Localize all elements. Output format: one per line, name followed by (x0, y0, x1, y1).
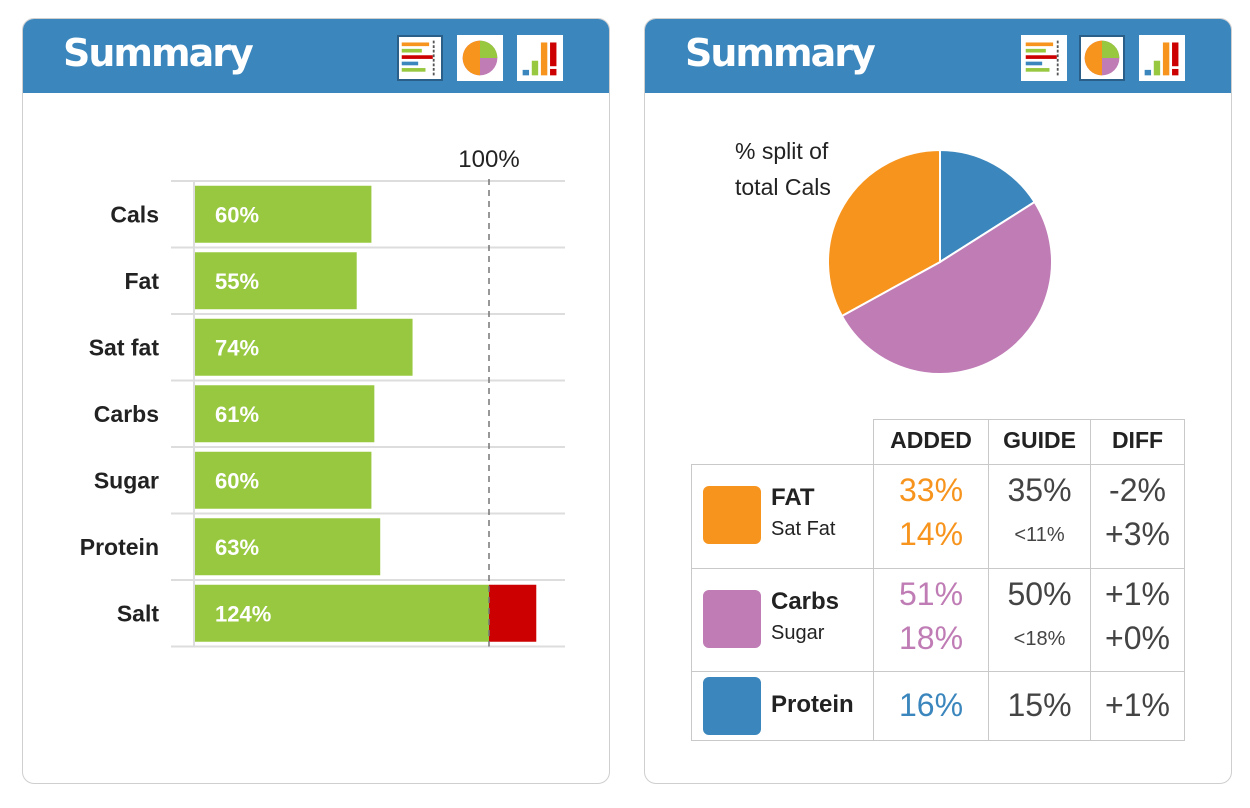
row-sub-label: Sugar (771, 622, 825, 644)
bar-chart-view-icon (401, 40, 435, 76)
column-header-guide: GUIDE (1003, 427, 1076, 453)
added-value: 51% (898, 576, 964, 612)
traffic-light-view-icon (1144, 42, 1179, 76)
bar-sugar (195, 451, 372, 509)
bar-salt (195, 584, 489, 642)
category-label: Sat fat (89, 334, 160, 360)
nutrient-summary-table: ADDED GUIDE DIFF FAT Sat Fat 33% 14% 35%… (691, 419, 1185, 741)
bar-carbs (195, 385, 375, 443)
pie-chart-view-icon (462, 40, 498, 76)
table-row-fat: FAT Sat Fat 33% 14% 35% <11% -2% +3% (691, 464, 1185, 569)
pie-caption: % split of total Cals (735, 138, 831, 200)
header-cell (1090, 419, 1185, 465)
reference-line-label: 100% (458, 146, 519, 173)
pie-chart-view-button[interactable] (457, 35, 503, 81)
guide-sub-value: <18% (1013, 628, 1066, 650)
header-cell (988, 419, 1091, 465)
value-label: 74% (215, 335, 259, 360)
category-label: Protein (80, 534, 159, 560)
category-label: Cals (110, 201, 159, 227)
table-cell (1090, 464, 1185, 569)
bar-chart-view-button[interactable] (397, 35, 443, 81)
bar-chart-view-icon (1025, 40, 1059, 76)
bar-cals (195, 185, 372, 243)
summary-bar-panel: Summary (22, 18, 610, 784)
diff-value: +1% (1105, 687, 1170, 723)
pie-slice-protein (939, 148, 1036, 264)
pie-slice-carbs (840, 200, 1053, 375)
category-label: Sugar (94, 467, 159, 493)
guide-sub-value: <11% (1014, 524, 1065, 546)
nutrient-bar-chart: Cals 60% Fat 55% Sat fat 74% Carbs 61% Sugar 60% P… (80, 146, 565, 648)
bar-chart-view-button[interactable] (1021, 35, 1067, 81)
calorie-split-pie-chart (827, 148, 1053, 375)
category-label: Salt (117, 600, 160, 626)
diff-sub-value: +0% (1105, 620, 1170, 656)
protein-color-swatch (703, 677, 761, 735)
diff-sub-value: +3% (1105, 516, 1170, 552)
value-label: 55% (215, 269, 259, 294)
bar-sat-fat (195, 318, 413, 376)
traffic-light-view-icon (522, 42, 557, 76)
table-row-protein: Protein 16% 15% +1% (691, 671, 1185, 741)
category-label: Fat (125, 268, 160, 294)
value-label: 124% (215, 601, 271, 626)
summary-pie-panel: Summary (644, 18, 1232, 784)
panel-title: Summary (63, 31, 254, 75)
value-label: 60% (215, 202, 259, 227)
panel-header: Summary (23, 19, 609, 93)
row-label: Protein (771, 691, 854, 718)
value-label: 60% (215, 468, 259, 493)
pie-slice-fat (827, 148, 941, 318)
guide-value: 50% (1007, 576, 1072, 612)
table-cell (988, 671, 1091, 741)
diff-value: -2% (1109, 472, 1166, 508)
bar-protein (195, 518, 381, 576)
panel-title: Summary (685, 31, 876, 75)
table-cell (1090, 671, 1185, 741)
table-cell (1090, 568, 1185, 672)
added-sub-value: 18% (898, 620, 964, 656)
traffic-light-view-button[interactable] (517, 35, 563, 81)
guide-value: 15% (1007, 687, 1072, 723)
pie-chart-view-icon (1084, 40, 1120, 76)
fat-color-swatch (703, 486, 761, 544)
diff-value: +1% (1105, 576, 1170, 612)
row-sub-label: Sat Fat (771, 518, 836, 540)
added-value: 33% (898, 472, 964, 508)
header-cell (873, 419, 989, 465)
panel-header: Summary (645, 19, 1231, 93)
bar-fat (195, 252, 357, 310)
value-label: 61% (215, 402, 259, 427)
traffic-light-view-button[interactable] (1139, 35, 1185, 81)
bar-over-limit (489, 584, 537, 642)
carbs-color-swatch (703, 590, 761, 648)
added-value: 16% (898, 687, 964, 723)
row-label: FAT (771, 484, 815, 511)
column-header-diff: DIFF (1111, 427, 1164, 453)
column-header-added: ADDED (890, 427, 972, 453)
pie-chart-view-button[interactable] (1079, 35, 1125, 81)
table-row-carbs: Carbs Sugar 51% 18% 50% <18% +1% +0% (691, 568, 1185, 672)
guide-value: 35% (1007, 472, 1072, 508)
value-label: 63% (215, 535, 259, 560)
added-sub-value: 14% (898, 516, 964, 552)
category-label: Carbs (94, 401, 159, 427)
row-label: Carbs (771, 588, 840, 615)
